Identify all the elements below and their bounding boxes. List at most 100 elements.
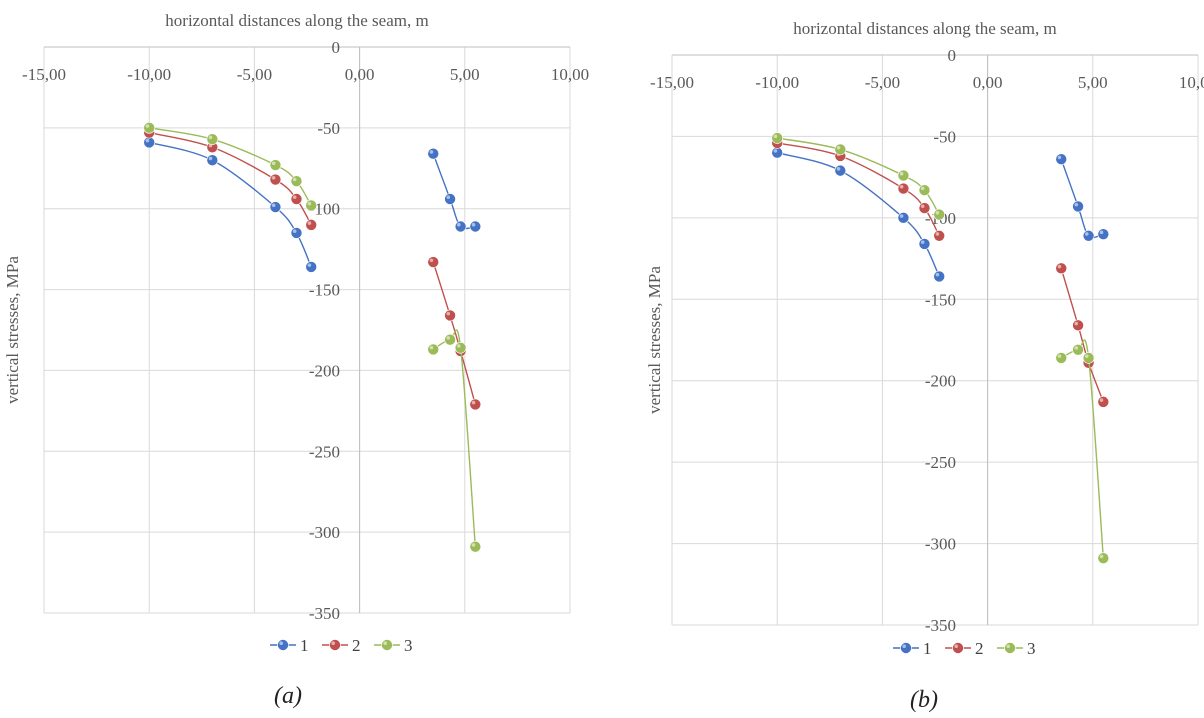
legend: 1 2 3 xyxy=(893,639,1036,658)
x-tick-label: -5,00 xyxy=(237,65,272,84)
legend-item-2: 2 xyxy=(322,636,361,655)
series-3 xyxy=(143,122,482,553)
y-tick-label: -50 xyxy=(933,127,956,146)
x-tick-label: 0,00 xyxy=(345,65,375,84)
data-point xyxy=(897,182,910,195)
data-point xyxy=(469,220,482,233)
data-point xyxy=(771,132,784,144)
legend-marker xyxy=(900,642,912,654)
series-line xyxy=(149,127,312,206)
legend-item-3: 3 xyxy=(997,639,1036,658)
data-point xyxy=(305,261,318,273)
data-point xyxy=(1055,153,1068,166)
data-point xyxy=(206,133,219,145)
y-tick-label: -150 xyxy=(925,290,956,309)
series-line xyxy=(432,153,476,230)
series-line xyxy=(149,141,312,268)
y-tick-label: -350 xyxy=(309,604,340,623)
data-point xyxy=(469,540,482,553)
y-tick-label: -300 xyxy=(925,535,956,554)
data-point xyxy=(290,227,303,239)
data-point xyxy=(933,270,946,283)
data-point xyxy=(771,146,784,159)
data-point xyxy=(143,136,155,149)
x-tick-label: -15,00 xyxy=(22,65,66,84)
legend-marker xyxy=(329,639,341,651)
data-point xyxy=(269,173,282,186)
data-point xyxy=(933,208,946,221)
y-tick-label: -50 xyxy=(317,119,340,138)
legend-marker xyxy=(1004,642,1016,654)
data-point xyxy=(269,201,282,213)
data-point xyxy=(143,122,155,134)
legend-label: 3 xyxy=(404,636,413,655)
data-point xyxy=(1072,343,1084,356)
chart-panel-a: -15,00 -10,00 -5,00 0,00 5,00 10,000-50-100-1… xyxy=(3,11,589,709)
x-tick-label: -10,00 xyxy=(127,65,171,84)
series-line xyxy=(432,329,477,547)
data-point xyxy=(1097,552,1110,565)
legend-label: 3 xyxy=(1027,639,1036,658)
y-tick-label: -300 xyxy=(309,523,340,542)
data-point xyxy=(1072,200,1084,213)
panel-label: (b) xyxy=(910,687,938,713)
legend-item-1: 1 xyxy=(270,636,309,655)
data-point xyxy=(444,309,456,322)
data-point xyxy=(427,256,440,268)
y-tick-label: -200 xyxy=(925,372,956,391)
data-point xyxy=(269,159,282,171)
series-1 xyxy=(771,146,1110,283)
data-point xyxy=(918,184,931,196)
panel-label: (a) xyxy=(274,683,302,709)
data-point xyxy=(897,169,910,182)
legend-label: 2 xyxy=(352,636,361,655)
series-line xyxy=(777,142,940,237)
data-point xyxy=(305,199,318,212)
data-point xyxy=(427,343,440,356)
legend-item-1: 1 xyxy=(893,639,932,658)
x-tick-label: 5,00 xyxy=(450,65,480,84)
y-tick-label: 0 xyxy=(332,38,341,57)
data-point xyxy=(1072,319,1084,332)
data-point xyxy=(1082,352,1095,364)
series-line xyxy=(149,132,312,226)
legend-marker xyxy=(277,639,289,651)
y-tick-label: -150 xyxy=(309,281,340,300)
data-point xyxy=(444,333,456,346)
series-line xyxy=(1060,339,1105,559)
data-point xyxy=(1082,229,1095,242)
data-point xyxy=(834,164,847,177)
data-point xyxy=(469,398,482,411)
x-axis-title: horizontal distances along the seam, m xyxy=(165,11,428,30)
x-tick-label: 10,00 xyxy=(1179,73,1204,92)
legend-label: 1 xyxy=(300,636,309,655)
y-tick-label: -350 xyxy=(925,616,956,635)
data-point xyxy=(933,229,946,242)
series-line xyxy=(777,137,940,215)
legend-item-2: 2 xyxy=(945,639,984,658)
y-axis-title: vertical stresses, MPa xyxy=(645,266,664,414)
x-tick-label: 5,00 xyxy=(1078,73,1108,92)
x-tick-label: -5,00 xyxy=(865,73,900,92)
y-tick-label: -250 xyxy=(925,453,956,472)
data-point xyxy=(834,143,847,156)
series-line xyxy=(432,261,476,405)
series-line xyxy=(777,152,940,277)
data-point xyxy=(305,219,318,231)
y-axis-title: vertical stresses, MPa xyxy=(3,256,22,404)
data-point xyxy=(454,220,467,233)
legend-label: 2 xyxy=(975,639,984,658)
x-tick-label: -10,00 xyxy=(755,73,799,92)
y-tick-label: 0 xyxy=(948,46,957,65)
data-point xyxy=(918,238,931,250)
x-tick-label: 10,00 xyxy=(551,65,589,84)
data-point xyxy=(1055,262,1068,275)
x-tick-label: 0,00 xyxy=(973,73,1003,92)
data-point xyxy=(444,193,456,205)
series-1 xyxy=(143,136,482,273)
legend-marker xyxy=(952,642,964,654)
legend-item-3: 3 xyxy=(374,636,413,655)
data-point xyxy=(290,193,303,205)
data-point xyxy=(918,202,931,214)
